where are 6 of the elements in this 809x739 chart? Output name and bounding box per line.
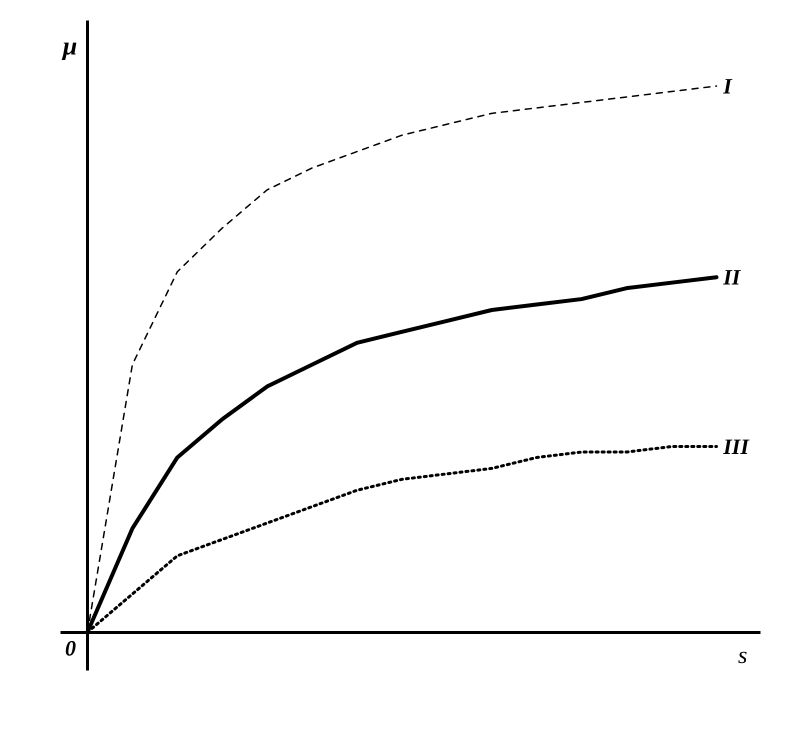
- x-axis-title: s: [738, 643, 748, 670]
- text: 0: [64, 635, 76, 660]
- series-label: III: [722, 434, 750, 460]
- series-label: II: [722, 264, 742, 290]
- series-label: I: [722, 74, 734, 99]
- y-axis-title: μ: [60, 31, 78, 60]
